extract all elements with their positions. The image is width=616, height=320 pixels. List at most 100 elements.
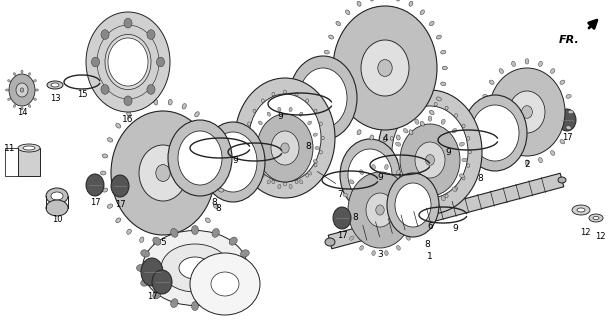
Ellipse shape — [336, 110, 341, 115]
Ellipse shape — [182, 237, 186, 243]
Ellipse shape — [395, 183, 431, 227]
Ellipse shape — [139, 145, 187, 201]
Ellipse shape — [14, 73, 16, 76]
Text: 8: 8 — [211, 198, 217, 207]
Ellipse shape — [192, 301, 198, 310]
Ellipse shape — [483, 94, 488, 98]
Ellipse shape — [455, 187, 458, 190]
Ellipse shape — [429, 21, 434, 26]
Text: 17: 17 — [90, 198, 100, 207]
Ellipse shape — [299, 180, 303, 184]
Ellipse shape — [14, 105, 16, 108]
Ellipse shape — [168, 100, 172, 105]
Text: FR.: FR. — [559, 35, 580, 45]
Ellipse shape — [320, 150, 322, 154]
Ellipse shape — [283, 182, 286, 186]
Ellipse shape — [423, 102, 426, 106]
Ellipse shape — [357, 1, 361, 6]
Ellipse shape — [220, 171, 225, 175]
Ellipse shape — [105, 35, 151, 90]
Text: 14: 14 — [17, 108, 27, 117]
Ellipse shape — [328, 35, 334, 39]
Text: 9: 9 — [445, 148, 451, 157]
Ellipse shape — [412, 194, 415, 198]
Ellipse shape — [392, 106, 468, 198]
Ellipse shape — [51, 83, 59, 87]
Ellipse shape — [253, 164, 256, 167]
Text: 12: 12 — [595, 232, 606, 241]
Ellipse shape — [272, 180, 275, 184]
Ellipse shape — [409, 130, 413, 135]
Ellipse shape — [107, 204, 113, 208]
Ellipse shape — [452, 128, 456, 133]
Ellipse shape — [248, 122, 251, 125]
Ellipse shape — [299, 68, 347, 128]
Ellipse shape — [428, 199, 432, 204]
Ellipse shape — [235, 78, 335, 198]
Ellipse shape — [509, 91, 545, 133]
Ellipse shape — [415, 196, 419, 201]
Ellipse shape — [384, 164, 388, 170]
Ellipse shape — [499, 68, 503, 74]
Ellipse shape — [91, 57, 100, 67]
Ellipse shape — [467, 164, 470, 167]
Ellipse shape — [211, 272, 239, 296]
Ellipse shape — [383, 137, 387, 142]
Ellipse shape — [271, 131, 299, 165]
Ellipse shape — [577, 208, 585, 212]
Ellipse shape — [101, 30, 109, 39]
Ellipse shape — [489, 140, 494, 144]
Ellipse shape — [314, 164, 317, 167]
Ellipse shape — [348, 172, 412, 248]
Ellipse shape — [156, 57, 164, 67]
Ellipse shape — [46, 188, 68, 204]
Ellipse shape — [289, 56, 357, 140]
Ellipse shape — [378, 90, 482, 214]
Text: 10: 10 — [52, 215, 62, 224]
Ellipse shape — [415, 119, 419, 124]
Ellipse shape — [7, 80, 10, 82]
Ellipse shape — [315, 147, 320, 149]
Ellipse shape — [361, 40, 409, 96]
Ellipse shape — [147, 84, 155, 94]
Ellipse shape — [429, 110, 434, 115]
Ellipse shape — [560, 140, 565, 144]
Ellipse shape — [349, 236, 354, 240]
Ellipse shape — [171, 299, 178, 308]
Ellipse shape — [107, 138, 113, 142]
Ellipse shape — [463, 95, 527, 171]
Ellipse shape — [568, 110, 573, 114]
Ellipse shape — [306, 99, 309, 102]
Text: 4: 4 — [382, 134, 388, 143]
Ellipse shape — [253, 133, 257, 136]
Ellipse shape — [467, 137, 470, 140]
Ellipse shape — [333, 207, 351, 229]
Ellipse shape — [346, 121, 350, 126]
Ellipse shape — [412, 223, 417, 227]
Ellipse shape — [261, 99, 264, 102]
Ellipse shape — [100, 171, 106, 175]
Ellipse shape — [278, 107, 281, 112]
Ellipse shape — [323, 66, 328, 70]
Ellipse shape — [434, 102, 437, 106]
Ellipse shape — [558, 177, 566, 183]
Ellipse shape — [420, 10, 424, 15]
Ellipse shape — [343, 193, 348, 197]
Ellipse shape — [566, 126, 571, 130]
Ellipse shape — [47, 81, 63, 89]
Ellipse shape — [441, 119, 445, 124]
Ellipse shape — [195, 112, 199, 117]
Ellipse shape — [258, 121, 262, 125]
Ellipse shape — [378, 60, 392, 76]
Ellipse shape — [116, 218, 121, 223]
Ellipse shape — [140, 237, 144, 243]
Ellipse shape — [33, 80, 36, 82]
Ellipse shape — [21, 107, 23, 110]
Ellipse shape — [395, 176, 398, 180]
Ellipse shape — [161, 244, 229, 292]
Ellipse shape — [346, 10, 350, 15]
Ellipse shape — [415, 142, 445, 178]
Ellipse shape — [257, 114, 313, 182]
Ellipse shape — [370, 135, 373, 140]
Ellipse shape — [415, 208, 419, 212]
